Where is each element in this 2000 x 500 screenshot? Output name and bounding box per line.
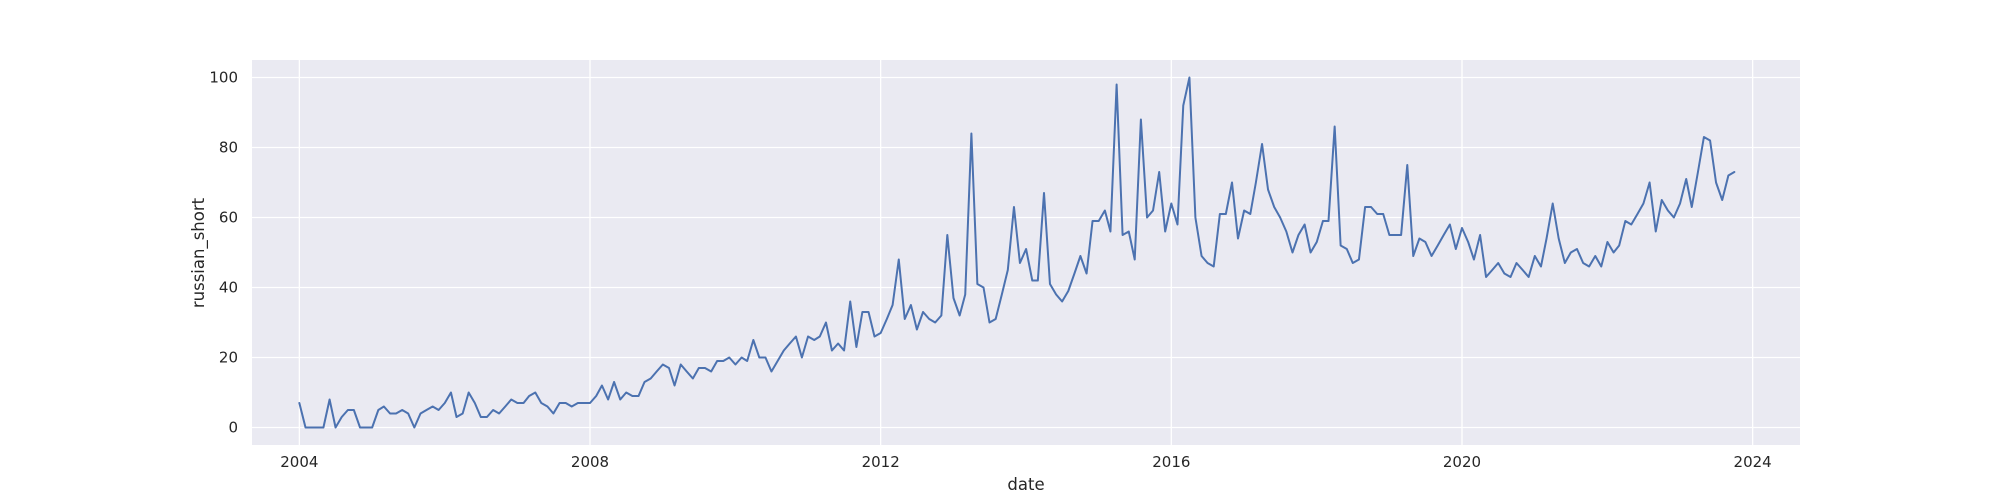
x-axis-label: date bbox=[1007, 475, 1044, 494]
y-tick-label: 20 bbox=[219, 349, 238, 367]
y-tick-label: 40 bbox=[219, 279, 238, 297]
x-tick-label: 2016 bbox=[1152, 453, 1190, 471]
y-tick-label: 0 bbox=[228, 419, 238, 437]
x-tick-label: 2020 bbox=[1443, 453, 1481, 471]
series-line-russian-short bbox=[298, 76, 1736, 429]
x-tick-label: 2012 bbox=[862, 453, 900, 471]
y-axis-ticks: 0 20 40 60 80 100 bbox=[209, 69, 238, 437]
y-tick-label: 80 bbox=[219, 139, 238, 157]
y-tick-label: 100 bbox=[209, 69, 238, 87]
y-axis-label: russian_short bbox=[189, 197, 209, 308]
x-tick-label: 2004 bbox=[280, 453, 318, 471]
x-tick-label: 2008 bbox=[571, 453, 609, 471]
grid-lines bbox=[252, 60, 1800, 445]
x-tick-label: 2024 bbox=[1734, 453, 1772, 471]
y-tick-label: 60 bbox=[219, 209, 238, 227]
x-axis-ticks: 2004 2008 2012 2016 2020 2024 bbox=[280, 453, 1771, 471]
